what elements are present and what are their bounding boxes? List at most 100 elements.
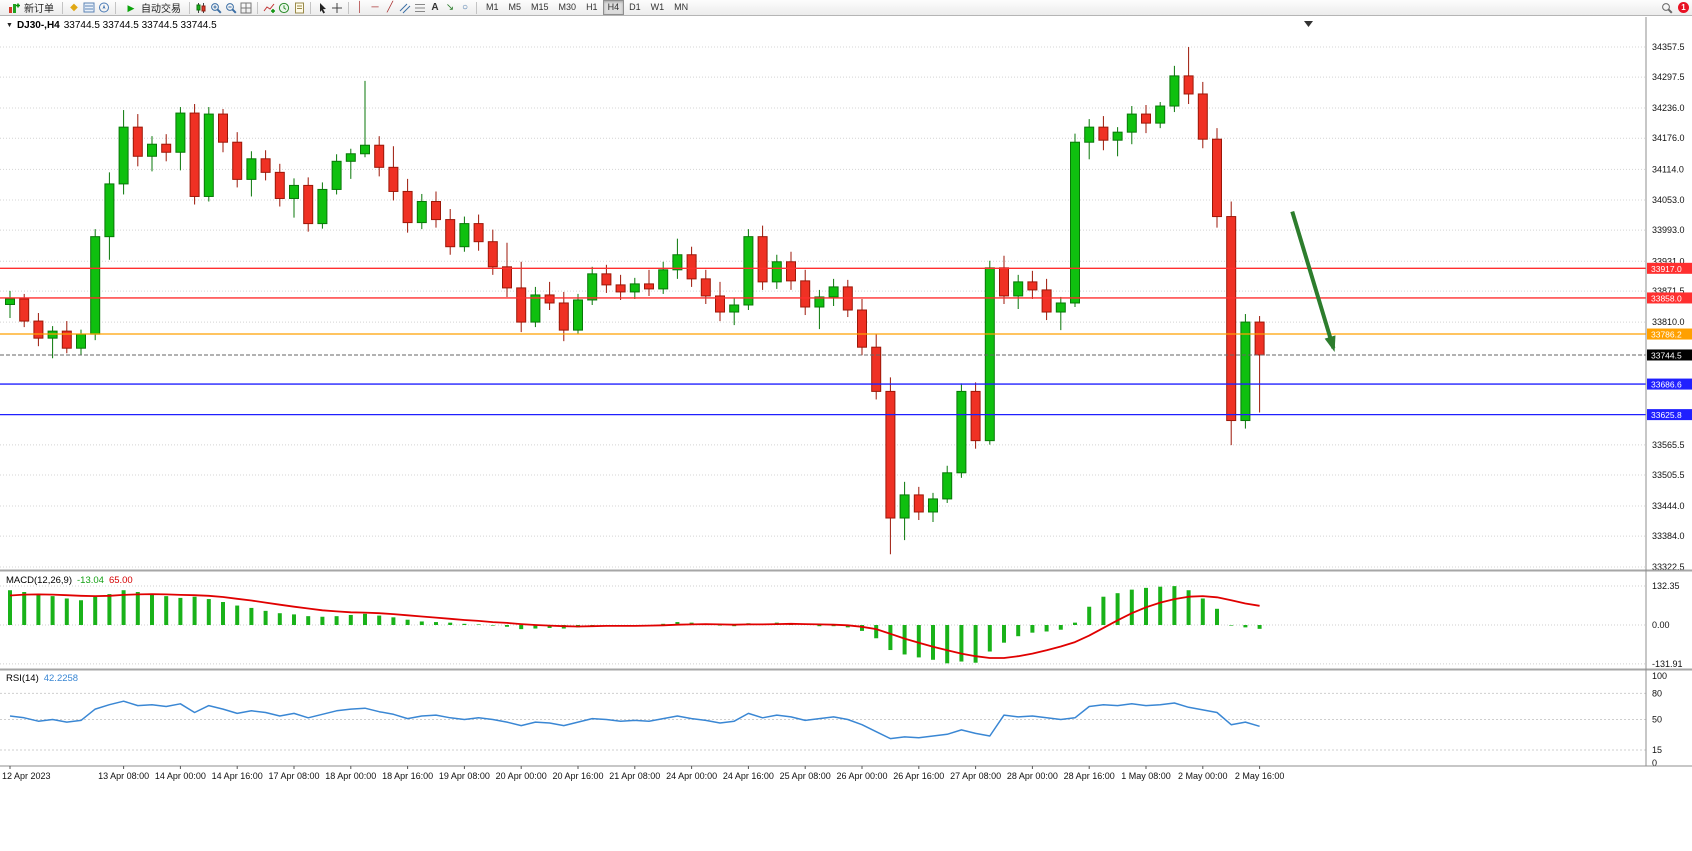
price-tick-label: 34053.0 bbox=[1652, 195, 1685, 205]
candle-body bbox=[615, 284, 626, 293]
toolbar-separator bbox=[189, 1, 190, 14]
toolbar-separator bbox=[257, 1, 258, 14]
candle-body bbox=[1027, 281, 1038, 291]
timeframe-d1[interactable]: D1 bbox=[629, 2, 641, 12]
navigator-icon[interactable] bbox=[97, 1, 111, 14]
timeframe-h4[interactable]: H4 bbox=[602, 0, 625, 15]
shapes-tool-icon[interactable]: ○ bbox=[461, 1, 469, 13]
candle-body bbox=[203, 113, 214, 197]
new-order-button[interactable]: 新订单 bbox=[3, 0, 58, 16]
candle-body bbox=[558, 302, 569, 331]
toolbar-right-group: 1 bbox=[1660, 1, 1689, 14]
macd-scale-label: -131.91 bbox=[1652, 659, 1683, 669]
price-tick-label: 34297.5 bbox=[1652, 72, 1685, 82]
time-tick-label: 20 Apr 00:00 bbox=[496, 771, 547, 781]
time-tick-label: 19 Apr 08:00 bbox=[439, 771, 490, 781]
fibonacci-tool-icon[interactable] bbox=[413, 1, 427, 14]
candle-body bbox=[1013, 281, 1024, 297]
candle-body bbox=[1240, 321, 1251, 422]
price-line-label-box bbox=[1647, 378, 1692, 390]
chart-background bbox=[0, 16, 1692, 851]
cursor-icon[interactable] bbox=[315, 1, 329, 14]
arrows-tool-icon[interactable]: ↘ bbox=[445, 1, 455, 13]
main-toolbar: 新订单 ◆ ▶ 自动交易 │ ─ ╱ bbox=[0, 0, 1692, 16]
candle-body bbox=[90, 236, 101, 335]
macd-scale-label: 0.00 bbox=[1652, 620, 1670, 630]
price-line-label: 33625.8 bbox=[1651, 410, 1682, 420]
candle-body bbox=[147, 143, 157, 157]
zoom-in-icon[interactable] bbox=[209, 1, 223, 14]
time-tick-label: 27 Apr 08:00 bbox=[950, 771, 1001, 781]
candle-body bbox=[629, 283, 640, 293]
time-tick-label: 21 Apr 08:00 bbox=[609, 771, 660, 781]
time-tick-label: 26 Apr 16:00 bbox=[893, 771, 944, 781]
hline-tool-icon[interactable]: ─ bbox=[371, 1, 379, 13]
profiles-icon[interactable]: ◆ bbox=[70, 1, 78, 13]
time-tick-label: 2 May 00:00 bbox=[1178, 771, 1228, 781]
candle-body bbox=[289, 184, 299, 199]
trend-arrow-head[interactable] bbox=[1324, 335, 1336, 353]
candle-body bbox=[246, 158, 257, 180]
candle-body bbox=[118, 126, 129, 185]
candle-body bbox=[899, 494, 910, 519]
indicators-icon[interactable] bbox=[262, 1, 276, 14]
templates-icon[interactable] bbox=[292, 1, 306, 14]
toolbar-separator bbox=[62, 1, 63, 14]
timeframe-h1[interactable]: H1 bbox=[586, 2, 598, 12]
auto-trading-icon: ▶ bbox=[127, 2, 135, 13]
candle-body bbox=[487, 241, 498, 268]
timeframe-m5[interactable]: M5 bbox=[508, 2, 522, 12]
timeframe-m1[interactable]: M1 bbox=[486, 2, 499, 12]
candle-body bbox=[672, 254, 683, 271]
price-tick-label: 33871.5 bbox=[1652, 286, 1685, 296]
time-tick-label: 14 Apr 00:00 bbox=[155, 771, 206, 781]
timeframe-mn[interactable]: MN bbox=[674, 2, 689, 12]
trend-arrow-shaft[interactable] bbox=[1290, 210, 1336, 349]
candle-body bbox=[388, 166, 399, 192]
price-tick-label: 33444.0 bbox=[1652, 501, 1685, 511]
candle-body bbox=[1254, 321, 1265, 356]
price-line-label-box bbox=[1647, 262, 1692, 274]
candle-body bbox=[700, 278, 711, 297]
search-icon[interactable] bbox=[1660, 1, 1674, 14]
auto-trading-button[interactable]: ▶ 自动交易 bbox=[120, 0, 185, 16]
timeframe-m15[interactable]: M15 bbox=[531, 2, 549, 12]
time-tick-label: 18 Apr 00:00 bbox=[325, 771, 376, 781]
rsi-scale-label: 15 bbox=[1652, 745, 1662, 755]
text-tool-icon[interactable]: A bbox=[431, 1, 439, 13]
tile-windows-icon[interactable] bbox=[239, 1, 253, 14]
time-tick-label: 28 Apr 00:00 bbox=[1007, 771, 1058, 781]
candle-body bbox=[1183, 75, 1194, 95]
price-line-label: 33858.0 bbox=[1651, 293, 1682, 303]
candle-body bbox=[104, 183, 115, 238]
time-tick-label: 24 Apr 00:00 bbox=[666, 771, 717, 781]
zoom-out-icon[interactable] bbox=[224, 1, 238, 14]
time-tick-label: 1 May 08:00 bbox=[1121, 771, 1171, 781]
candle-body bbox=[132, 126, 143, 157]
chart-menu-icon[interactable] bbox=[1304, 21, 1313, 27]
toolbar-separator bbox=[476, 1, 477, 14]
price-tick-label: 33931.0 bbox=[1652, 256, 1685, 266]
crosshair-icon[interactable] bbox=[330, 1, 344, 14]
market-watch-icon[interactable] bbox=[82, 1, 96, 14]
price-line-label-box bbox=[1647, 409, 1692, 421]
vline-tool-icon[interactable]: │ bbox=[356, 1, 364, 13]
candle-body bbox=[1098, 126, 1109, 141]
price-line-label-box bbox=[1647, 292, 1692, 304]
trendline-tool-icon[interactable]: ╱ bbox=[386, 1, 394, 13]
periods-icon[interactable] bbox=[277, 1, 291, 14]
timeframe-m30[interactable]: M30 bbox=[558, 2, 577, 12]
notification-badge[interactable]: 1 bbox=[1678, 2, 1689, 13]
candle-body bbox=[218, 113, 228, 143]
timeframe-w1[interactable]: W1 bbox=[650, 2, 665, 12]
candle-body bbox=[402, 190, 413, 224]
chart-candles-icon[interactable] bbox=[194, 1, 208, 14]
candle-body bbox=[956, 390, 967, 474]
candle-body bbox=[885, 390, 896, 519]
price-line-label: 33917.0 bbox=[1651, 264, 1682, 274]
candle-body bbox=[374, 144, 385, 168]
candle-body bbox=[1070, 141, 1080, 304]
channel-tool-icon[interactable] bbox=[398, 1, 412, 14]
